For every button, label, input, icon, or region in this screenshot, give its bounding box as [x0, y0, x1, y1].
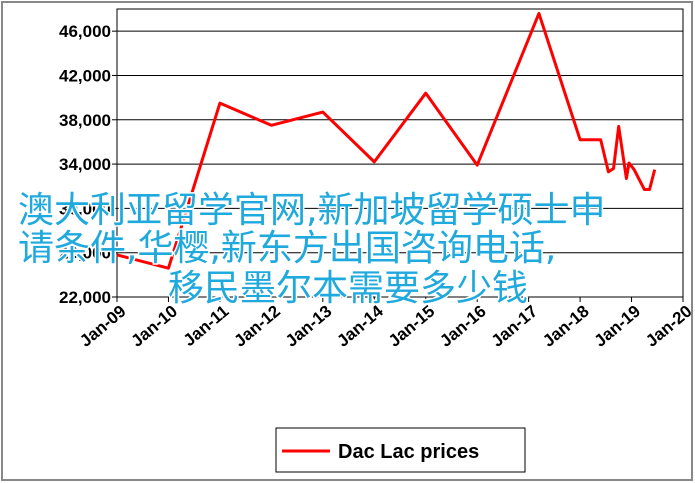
y-tick-label: 30,000: [59, 199, 111, 218]
y-tick-label: 34,000: [59, 155, 111, 174]
legend-label: Dac Lac prices: [338, 441, 479, 463]
overlay-line: 移民墨尔本需要多少钱: [168, 268, 528, 309]
y-tick-label: 22,000: [59, 288, 111, 307]
overlay-line: 请条件,华樱,新东方出国咨询电话,: [18, 228, 556, 269]
y-tick-label: 42,000: [59, 66, 111, 85]
overlay-line: 澳大利亚留学官网,新加坡留学硕士申: [18, 190, 605, 231]
marks: [116, 11, 657, 270]
plot-area: [116, 8, 684, 298]
y-tick-label: 26,000: [59, 244, 111, 263]
grid: [112, 30, 684, 302]
y-tick-label: 38,000: [59, 111, 111, 130]
data-line: [116, 11, 657, 270]
y-tick-label: 46,000: [59, 22, 111, 41]
